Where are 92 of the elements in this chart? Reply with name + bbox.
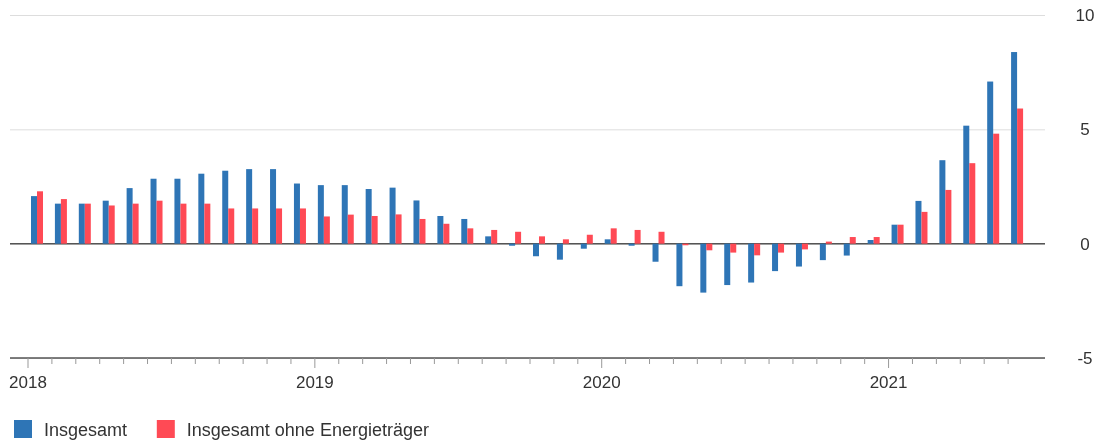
bar xyxy=(347,214,354,244)
bar xyxy=(993,133,1000,244)
bar xyxy=(556,243,563,260)
bar xyxy=(700,243,707,293)
bar xyxy=(270,169,277,244)
bar xyxy=(252,208,259,244)
bar xyxy=(939,160,946,244)
bar xyxy=(634,229,641,244)
x-tick-label: 2021 xyxy=(869,373,908,392)
bar xyxy=(754,243,761,256)
bar xyxy=(819,243,826,261)
bar xyxy=(395,214,402,244)
bar xyxy=(180,203,187,244)
bar xyxy=(867,240,874,244)
x-tick-label: 2019 xyxy=(295,373,334,392)
bar xyxy=(849,237,856,244)
bar xyxy=(515,231,522,244)
bar xyxy=(156,200,163,244)
bar xyxy=(772,243,779,272)
bar xyxy=(31,196,37,244)
bar xyxy=(222,170,229,244)
bar xyxy=(461,218,468,244)
bar xyxy=(825,241,832,244)
bar xyxy=(724,243,731,286)
bar xyxy=(843,243,850,256)
bar xyxy=(795,243,802,267)
bar xyxy=(293,183,300,244)
bar xyxy=(60,199,67,244)
bar xyxy=(748,243,755,283)
bar xyxy=(246,169,253,244)
y-tick-label: 5 xyxy=(1080,120,1090,140)
bar xyxy=(389,187,396,244)
bar xyxy=(132,203,139,244)
bar xyxy=(37,191,43,244)
bar xyxy=(628,243,635,246)
bar xyxy=(323,216,330,244)
bar xyxy=(228,208,235,244)
bar xyxy=(586,234,593,244)
bar xyxy=(778,243,785,253)
bar xyxy=(539,236,545,244)
bar xyxy=(317,185,324,244)
bar xyxy=(945,189,952,244)
bar xyxy=(891,224,898,244)
bar xyxy=(604,239,611,244)
bar xyxy=(276,208,283,244)
bar xyxy=(204,203,211,244)
bar xyxy=(921,211,928,244)
bar xyxy=(915,200,922,244)
bar xyxy=(658,231,665,244)
bar xyxy=(562,239,569,244)
bar xyxy=(485,236,492,244)
bar xyxy=(533,243,539,257)
bar xyxy=(491,229,498,244)
bar xyxy=(580,243,587,249)
bar xyxy=(299,208,306,244)
bar xyxy=(174,178,181,244)
bar xyxy=(706,243,713,251)
x-tick-label: 2018 xyxy=(9,373,47,392)
bar xyxy=(365,189,372,244)
y-tick-label: 0 xyxy=(1080,234,1090,254)
bar xyxy=(652,243,659,262)
bar xyxy=(676,243,683,287)
bar xyxy=(419,218,426,244)
bar xyxy=(443,223,450,244)
bar xyxy=(873,237,880,244)
legend-label: Insgesamt xyxy=(44,420,128,440)
bar xyxy=(371,216,378,244)
bar xyxy=(730,243,737,253)
y-tick-label: 10 xyxy=(1075,5,1095,25)
bar xyxy=(1011,52,1018,244)
bar xyxy=(413,200,420,244)
legend-label: Insgesamt ohne Energieträger xyxy=(186,420,429,440)
bar xyxy=(341,185,348,244)
bar xyxy=(437,216,444,244)
bar xyxy=(963,125,970,244)
bar xyxy=(102,200,109,244)
bar xyxy=(126,188,133,244)
bar xyxy=(108,205,115,244)
bar xyxy=(84,203,91,244)
bar xyxy=(897,224,904,244)
x-tick-label: 2020 xyxy=(582,373,621,392)
bar xyxy=(467,228,474,244)
bar xyxy=(987,81,994,244)
bar xyxy=(54,203,61,244)
bar xyxy=(78,203,85,244)
bar xyxy=(509,243,516,246)
bar xyxy=(198,173,205,244)
bar xyxy=(150,178,157,244)
bar xyxy=(969,163,976,244)
bar xyxy=(610,228,617,244)
y-tick-label: -5 xyxy=(1077,348,1093,368)
bar xyxy=(1017,108,1024,244)
